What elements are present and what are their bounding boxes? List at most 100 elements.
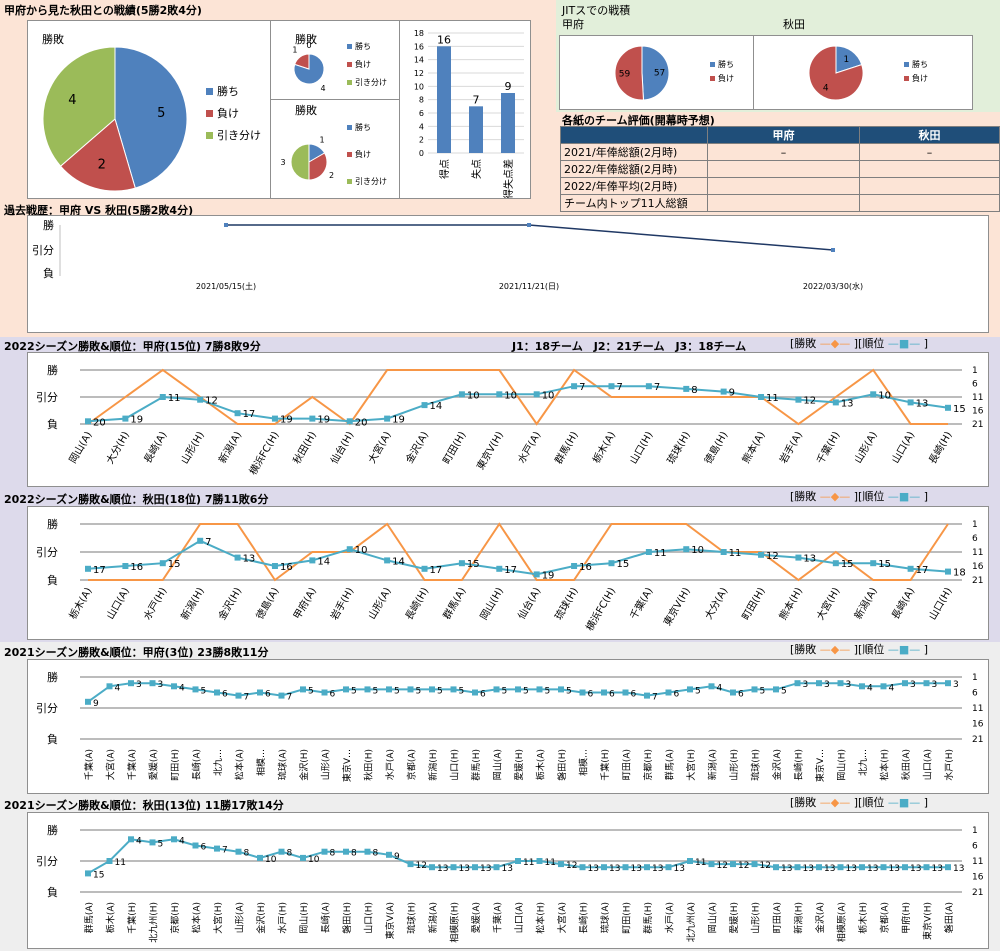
rank-point xyxy=(271,415,278,422)
rank-point xyxy=(880,864,887,871)
akita-cell: – xyxy=(859,143,1000,161)
rank-point xyxy=(533,391,540,398)
jit-title: JITスでの戦積 xyxy=(562,4,631,17)
legend-draw: 引き分け xyxy=(355,177,387,186)
x-tick-label: 町田(H) xyxy=(441,430,468,466)
x-tick-label: 甲府(H) xyxy=(900,902,912,934)
x-tick-label: 相模… xyxy=(255,749,267,776)
rank-tick-label: 1 xyxy=(972,366,978,376)
rank-value-label: 17 xyxy=(430,565,443,576)
x-tick-label: 愛媛(H) xyxy=(513,749,525,781)
x-tick-label: 磐田(A) xyxy=(943,902,955,933)
x-tick-label: 磐田(H) xyxy=(341,902,353,934)
rank-point xyxy=(708,683,715,690)
x-tick-label: 山口(H) xyxy=(450,749,461,781)
legend-loss: 負け xyxy=(217,107,239,120)
rank-point xyxy=(608,383,615,390)
x-tick-label: 長崎(A) xyxy=(889,585,918,622)
x-tick-label: 大宮(A) xyxy=(365,429,394,466)
rank-point xyxy=(536,858,543,864)
pie-label: 2 xyxy=(98,157,106,172)
x-tick-label: 栃木(A) xyxy=(589,429,618,466)
rank-value-label: 4 xyxy=(889,683,895,693)
rank-point xyxy=(300,686,306,693)
jit-kofu-label: 甲府 xyxy=(562,18,584,31)
x-tick-label: 山口(A) xyxy=(889,429,917,465)
x-tick-label: 金沢(H) xyxy=(215,585,244,622)
table-row: チーム内トップ11人総額 xyxy=(560,194,1000,212)
table-header-cell xyxy=(560,126,708,144)
x-tick-label: 岩手(H) xyxy=(327,585,356,622)
x-tick-label: 群馬(H) xyxy=(552,429,581,466)
legend-rank: ][順位 xyxy=(853,490,885,503)
rank-value-label: 3 xyxy=(846,680,852,690)
rank-point xyxy=(751,686,758,693)
y-axis-label: 引分 xyxy=(36,854,58,868)
x-tick-label: 山形(H) xyxy=(750,902,762,934)
x-tick-label: 水戸(H) xyxy=(141,585,169,622)
rank-point xyxy=(945,864,951,871)
kofu2022-panel: 勝引分負 1 6 11 16 21 20 19 11 12 17 19 19 20 19 14 10 10 10 7 7… xyxy=(27,352,989,487)
rank-point xyxy=(343,848,349,855)
rank-value-label: 17 xyxy=(916,565,929,576)
rank-point xyxy=(536,686,543,693)
akita2022-title: 2022シーズン勝敗&順位：秋田(18位) 7勝11敗6分 xyxy=(4,493,269,506)
rank-point xyxy=(386,851,392,858)
legend-draw-icon xyxy=(347,80,352,85)
legend-draw: 引き分け xyxy=(217,129,261,142)
x-tick-label: 山口(H) xyxy=(364,902,375,934)
small-pie2-legend: 勝ち 負け 引き分け xyxy=(347,114,387,195)
x-tick-label: 千葉(H) xyxy=(814,429,843,466)
rank-point xyxy=(601,864,607,871)
rank-point xyxy=(149,680,156,687)
rank-value-label: 11 xyxy=(729,548,742,559)
rank-point xyxy=(907,399,914,406)
rank-point xyxy=(321,689,328,696)
x-tick-label: 金沢(A) xyxy=(403,429,432,466)
rank-point xyxy=(837,680,844,687)
x-tick-label: 千葉(A) xyxy=(492,902,504,933)
pie-slice xyxy=(614,45,644,101)
rank-point xyxy=(558,861,564,868)
rank-value-label: 5 xyxy=(351,686,357,696)
x-tick-label: 金沢(H) xyxy=(298,749,310,781)
rank-point xyxy=(923,680,930,687)
rank-value-label: 13 xyxy=(609,864,620,874)
rank-point xyxy=(85,698,91,705)
rank-value-label: 3 xyxy=(910,680,916,690)
rank-point xyxy=(192,686,199,693)
rank-tick-label: 1 xyxy=(972,520,978,530)
rank-value-label: 13 xyxy=(502,864,513,874)
y-tick-label: 0 xyxy=(419,149,424,158)
bar xyxy=(501,93,515,153)
rank-value-label: 16 xyxy=(130,562,143,573)
x-tick-label: 町田(A) xyxy=(772,902,783,933)
x-tick-label: 徳島(A) xyxy=(253,585,282,622)
x-tick-label: 山口(H) xyxy=(627,429,655,466)
rank-value-label: 3 xyxy=(136,680,142,690)
pie-slice xyxy=(641,45,670,101)
rank-value-label: 11 xyxy=(766,393,779,404)
y-tick-label: 2 xyxy=(419,136,424,145)
y-axis-label: 負 xyxy=(47,418,58,431)
pie-slice xyxy=(59,118,136,192)
x-tick-label: 得失点差 xyxy=(502,159,515,198)
x-tick-label: 2022/03/30(水) xyxy=(803,281,863,291)
rank-value-label: 5 xyxy=(566,686,572,696)
rank-point xyxy=(708,861,715,868)
x-tick-label: 相模… xyxy=(578,749,590,776)
rank-point xyxy=(945,568,951,575)
rank-value-label: 15 xyxy=(168,559,181,570)
x-tick-label: 得点 xyxy=(439,159,451,179)
rank-value-label: 8 xyxy=(330,849,336,859)
goals-bar-chart: 0 2 4 6 8 10 12 14 16 18 16 得点 7 失点 9 得失点差 xyxy=(414,29,524,198)
rank-value-label: 17 xyxy=(243,409,256,420)
rank-point xyxy=(271,563,278,569)
x-tick-label: 水戸(H) xyxy=(943,749,955,781)
history-line xyxy=(226,224,834,251)
x-tick-label: 長崎(H) xyxy=(926,429,955,466)
rank-point xyxy=(197,537,204,544)
rank-value-label: 3 xyxy=(824,680,830,690)
rank-value-label: 19 xyxy=(542,570,555,581)
rank-point xyxy=(122,563,129,569)
